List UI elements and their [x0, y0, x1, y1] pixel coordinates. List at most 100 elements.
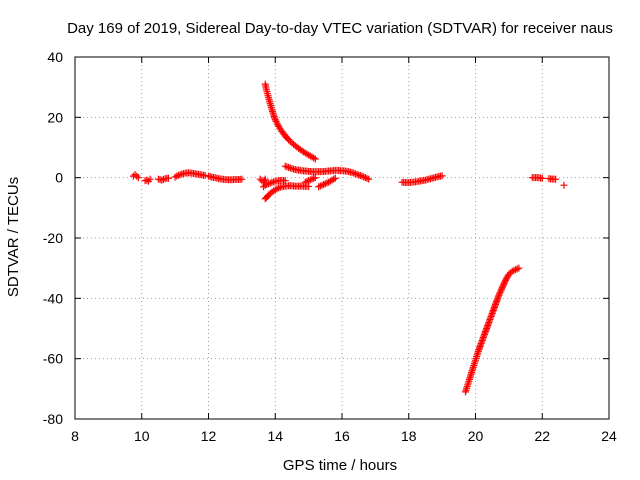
data-point [315, 183, 323, 191]
data-point [330, 175, 338, 183]
data-point [498, 285, 506, 293]
data-point [272, 117, 280, 125]
y-axis-label: SDTVAR / TECUs [5, 177, 22, 297]
data-point [173, 172, 181, 180]
data-point [499, 282, 507, 290]
data-point [348, 169, 356, 177]
data-point [510, 266, 518, 274]
x-tick-label: 20 [468, 428, 484, 444]
series-steep [461, 264, 523, 396]
x-tick-label: 16 [334, 428, 350, 444]
data-point [331, 174, 339, 182]
data-point [308, 175, 316, 183]
data-point [502, 275, 510, 283]
series-seg-13.6 [256, 175, 269, 186]
data-point [261, 181, 269, 189]
data-point [275, 184, 283, 192]
data-point [201, 172, 209, 180]
data-point [502, 276, 510, 284]
data-point [497, 287, 505, 295]
series-seg-9.8 [129, 171, 142, 182]
data-point [361, 174, 369, 182]
y-tick-label: 0 [55, 170, 63, 186]
data-point [538, 174, 546, 182]
data-point [356, 172, 364, 180]
series-seg-10.6 [154, 174, 172, 184]
data-point [353, 170, 361, 178]
data-point [512, 266, 520, 274]
data-point [365, 175, 373, 183]
x-tick-label: 8 [71, 428, 79, 444]
data-point [268, 178, 276, 186]
data-point [265, 191, 273, 199]
plot-frame [74, 56, 610, 420]
y-tick-label: -40 [43, 290, 63, 306]
data-point [133, 172, 141, 180]
x-tick-label: 22 [534, 428, 550, 444]
x-tick-label: 12 [201, 428, 217, 444]
chart-title: Day 169 of 2019, Sidereal Day-to-day VTE… [67, 20, 613, 37]
data-point [360, 173, 368, 181]
data-point [501, 278, 509, 286]
data-point [495, 291, 503, 299]
data-point [286, 164, 294, 172]
data-point [273, 119, 281, 127]
data-point [260, 177, 268, 185]
data-point [321, 180, 329, 188]
data-point [303, 177, 311, 185]
data-point [311, 155, 319, 163]
data-point [560, 181, 568, 189]
data-point [552, 175, 560, 183]
data-point [363, 174, 371, 182]
data-point [146, 175, 154, 183]
data-point [134, 174, 142, 182]
y-tick-label: -80 [43, 411, 63, 427]
y-tick-label: 40 [47, 49, 63, 65]
data-point [306, 176, 314, 184]
data-point [496, 290, 504, 298]
data-point [281, 162, 289, 170]
data-point [273, 185, 281, 193]
data-point [159, 175, 167, 183]
y-tick-label: 20 [47, 109, 63, 125]
data-point [285, 136, 293, 144]
series-low-14 [260, 176, 289, 191]
mark-layer [129, 80, 568, 396]
series-decay [261, 80, 319, 163]
x-tick-label: 14 [267, 428, 283, 444]
data-point [508, 267, 516, 275]
data-point [498, 284, 506, 292]
grid-layer [75, 57, 609, 419]
data-point [310, 174, 318, 182]
series-seg-10.1 [141, 175, 154, 185]
data-point [310, 154, 318, 162]
series-mid-14.8 [281, 162, 373, 183]
data-point [351, 170, 359, 178]
data-point [131, 171, 139, 179]
series-seg-11.2 [171, 169, 209, 181]
data-point [283, 163, 291, 171]
data-point [311, 174, 319, 182]
x-tick-label: 10 [134, 428, 150, 444]
series-seg-21.8 [528, 174, 546, 182]
data-point [261, 175, 269, 183]
data-point [500, 281, 508, 289]
data-point [503, 273, 511, 281]
x-axis-label: GPS time / hours [283, 457, 397, 474]
data-point [500, 279, 508, 287]
data-point [350, 169, 358, 177]
tick-layer: 8 10 12 14 16 18 20 22 24 -80 -60 -40 -20 0 20 40 [43, 49, 617, 444]
data-point [176, 171, 184, 179]
data-point [515, 264, 523, 272]
data-point [318, 181, 326, 189]
x-tick-label: 24 [601, 428, 617, 444]
data-point [355, 171, 363, 179]
data-point [164, 174, 172, 182]
data-point [265, 180, 273, 188]
data-point [266, 179, 274, 187]
data-point [286, 137, 294, 145]
data-point [143, 176, 151, 184]
series-dip-15.5 [315, 174, 339, 191]
